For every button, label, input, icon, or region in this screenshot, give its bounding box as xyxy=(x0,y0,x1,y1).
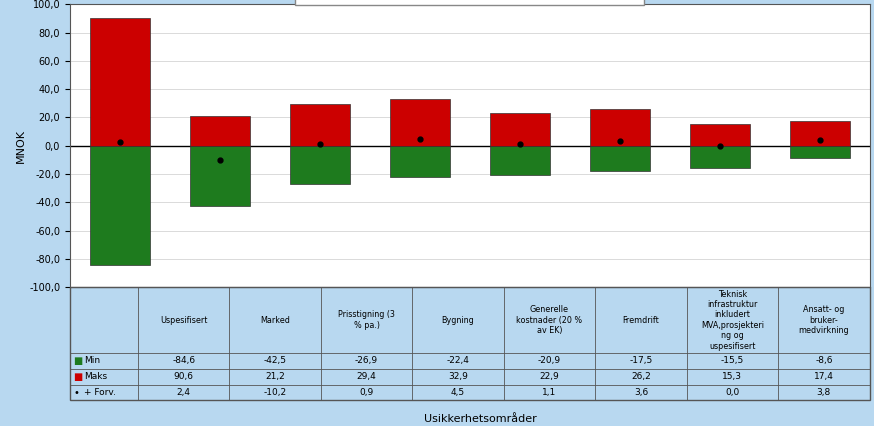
Text: 0,0: 0,0 xyxy=(725,388,739,397)
Text: Teknisk
infrastruktur
inkludert
MVA,prosjekteri
ng og
uspesifisert: Teknisk infrastruktur inkludert MVA,pros… xyxy=(701,290,764,351)
Y-axis label: MNOK: MNOK xyxy=(17,129,26,163)
Bar xyxy=(390,146,450,178)
Bar xyxy=(90,17,150,146)
Text: 17,4: 17,4 xyxy=(814,372,834,381)
Bar xyxy=(190,146,250,206)
Text: -26,9: -26,9 xyxy=(355,356,378,366)
Text: -17,5: -17,5 xyxy=(629,356,653,366)
Text: Usikkerhetsområder: Usikkerhetsområder xyxy=(424,414,538,424)
Bar xyxy=(290,104,350,146)
Text: -20,9: -20,9 xyxy=(538,356,561,366)
Bar xyxy=(790,146,850,158)
Text: Fremdrift: Fremdrift xyxy=(622,316,659,325)
Text: 0,9: 0,9 xyxy=(359,388,374,397)
Bar xyxy=(390,99,450,146)
Text: Maks: Maks xyxy=(84,372,108,381)
Text: Bygning: Bygning xyxy=(441,316,475,325)
Text: 22,9: 22,9 xyxy=(539,372,559,381)
Bar xyxy=(790,121,850,146)
Text: Prisstigning (3
% pa.): Prisstigning (3 % pa.) xyxy=(338,311,395,330)
Bar xyxy=(90,146,150,265)
Text: -42,5: -42,5 xyxy=(264,356,287,366)
Text: ■: ■ xyxy=(73,371,82,382)
Text: + Forv.: + Forv. xyxy=(84,388,116,397)
Text: 26,2: 26,2 xyxy=(631,372,651,381)
Text: -10,2: -10,2 xyxy=(264,388,287,397)
Bar xyxy=(690,124,750,146)
Text: -15,5: -15,5 xyxy=(721,356,744,366)
Bar xyxy=(590,146,649,170)
Bar xyxy=(489,113,550,146)
Text: Marked: Marked xyxy=(260,316,290,325)
Text: 4,5: 4,5 xyxy=(451,388,465,397)
Text: ■: ■ xyxy=(73,356,82,366)
Text: 3,8: 3,8 xyxy=(817,388,831,397)
Text: -22,4: -22,4 xyxy=(447,356,469,366)
Text: -84,6: -84,6 xyxy=(172,356,195,366)
Text: 90,6: 90,6 xyxy=(174,372,194,381)
Text: 2,4: 2,4 xyxy=(177,388,191,397)
Text: Uspesifisert: Uspesifisert xyxy=(160,316,207,325)
Bar xyxy=(190,116,250,146)
Bar xyxy=(690,146,750,168)
Bar xyxy=(489,146,550,176)
Text: 32,9: 32,9 xyxy=(448,372,468,381)
Text: Min: Min xyxy=(84,356,101,366)
Text: Generelle
kostnader (20 %
av EK): Generelle kostnader (20 % av EK) xyxy=(517,305,583,335)
Bar xyxy=(590,109,649,146)
Text: 21,2: 21,2 xyxy=(265,372,285,381)
Text: •: • xyxy=(73,388,79,397)
Text: 3,6: 3,6 xyxy=(634,388,649,397)
Text: -8,6: -8,6 xyxy=(815,356,833,366)
Text: 29,4: 29,4 xyxy=(357,372,377,381)
Text: Ansatt- og
bruker-
medvirkning: Ansatt- og bruker- medvirkning xyxy=(799,305,850,335)
Text: 1,1: 1,1 xyxy=(543,388,557,397)
Text: 15,3: 15,3 xyxy=(723,372,742,381)
Bar xyxy=(290,146,350,184)
